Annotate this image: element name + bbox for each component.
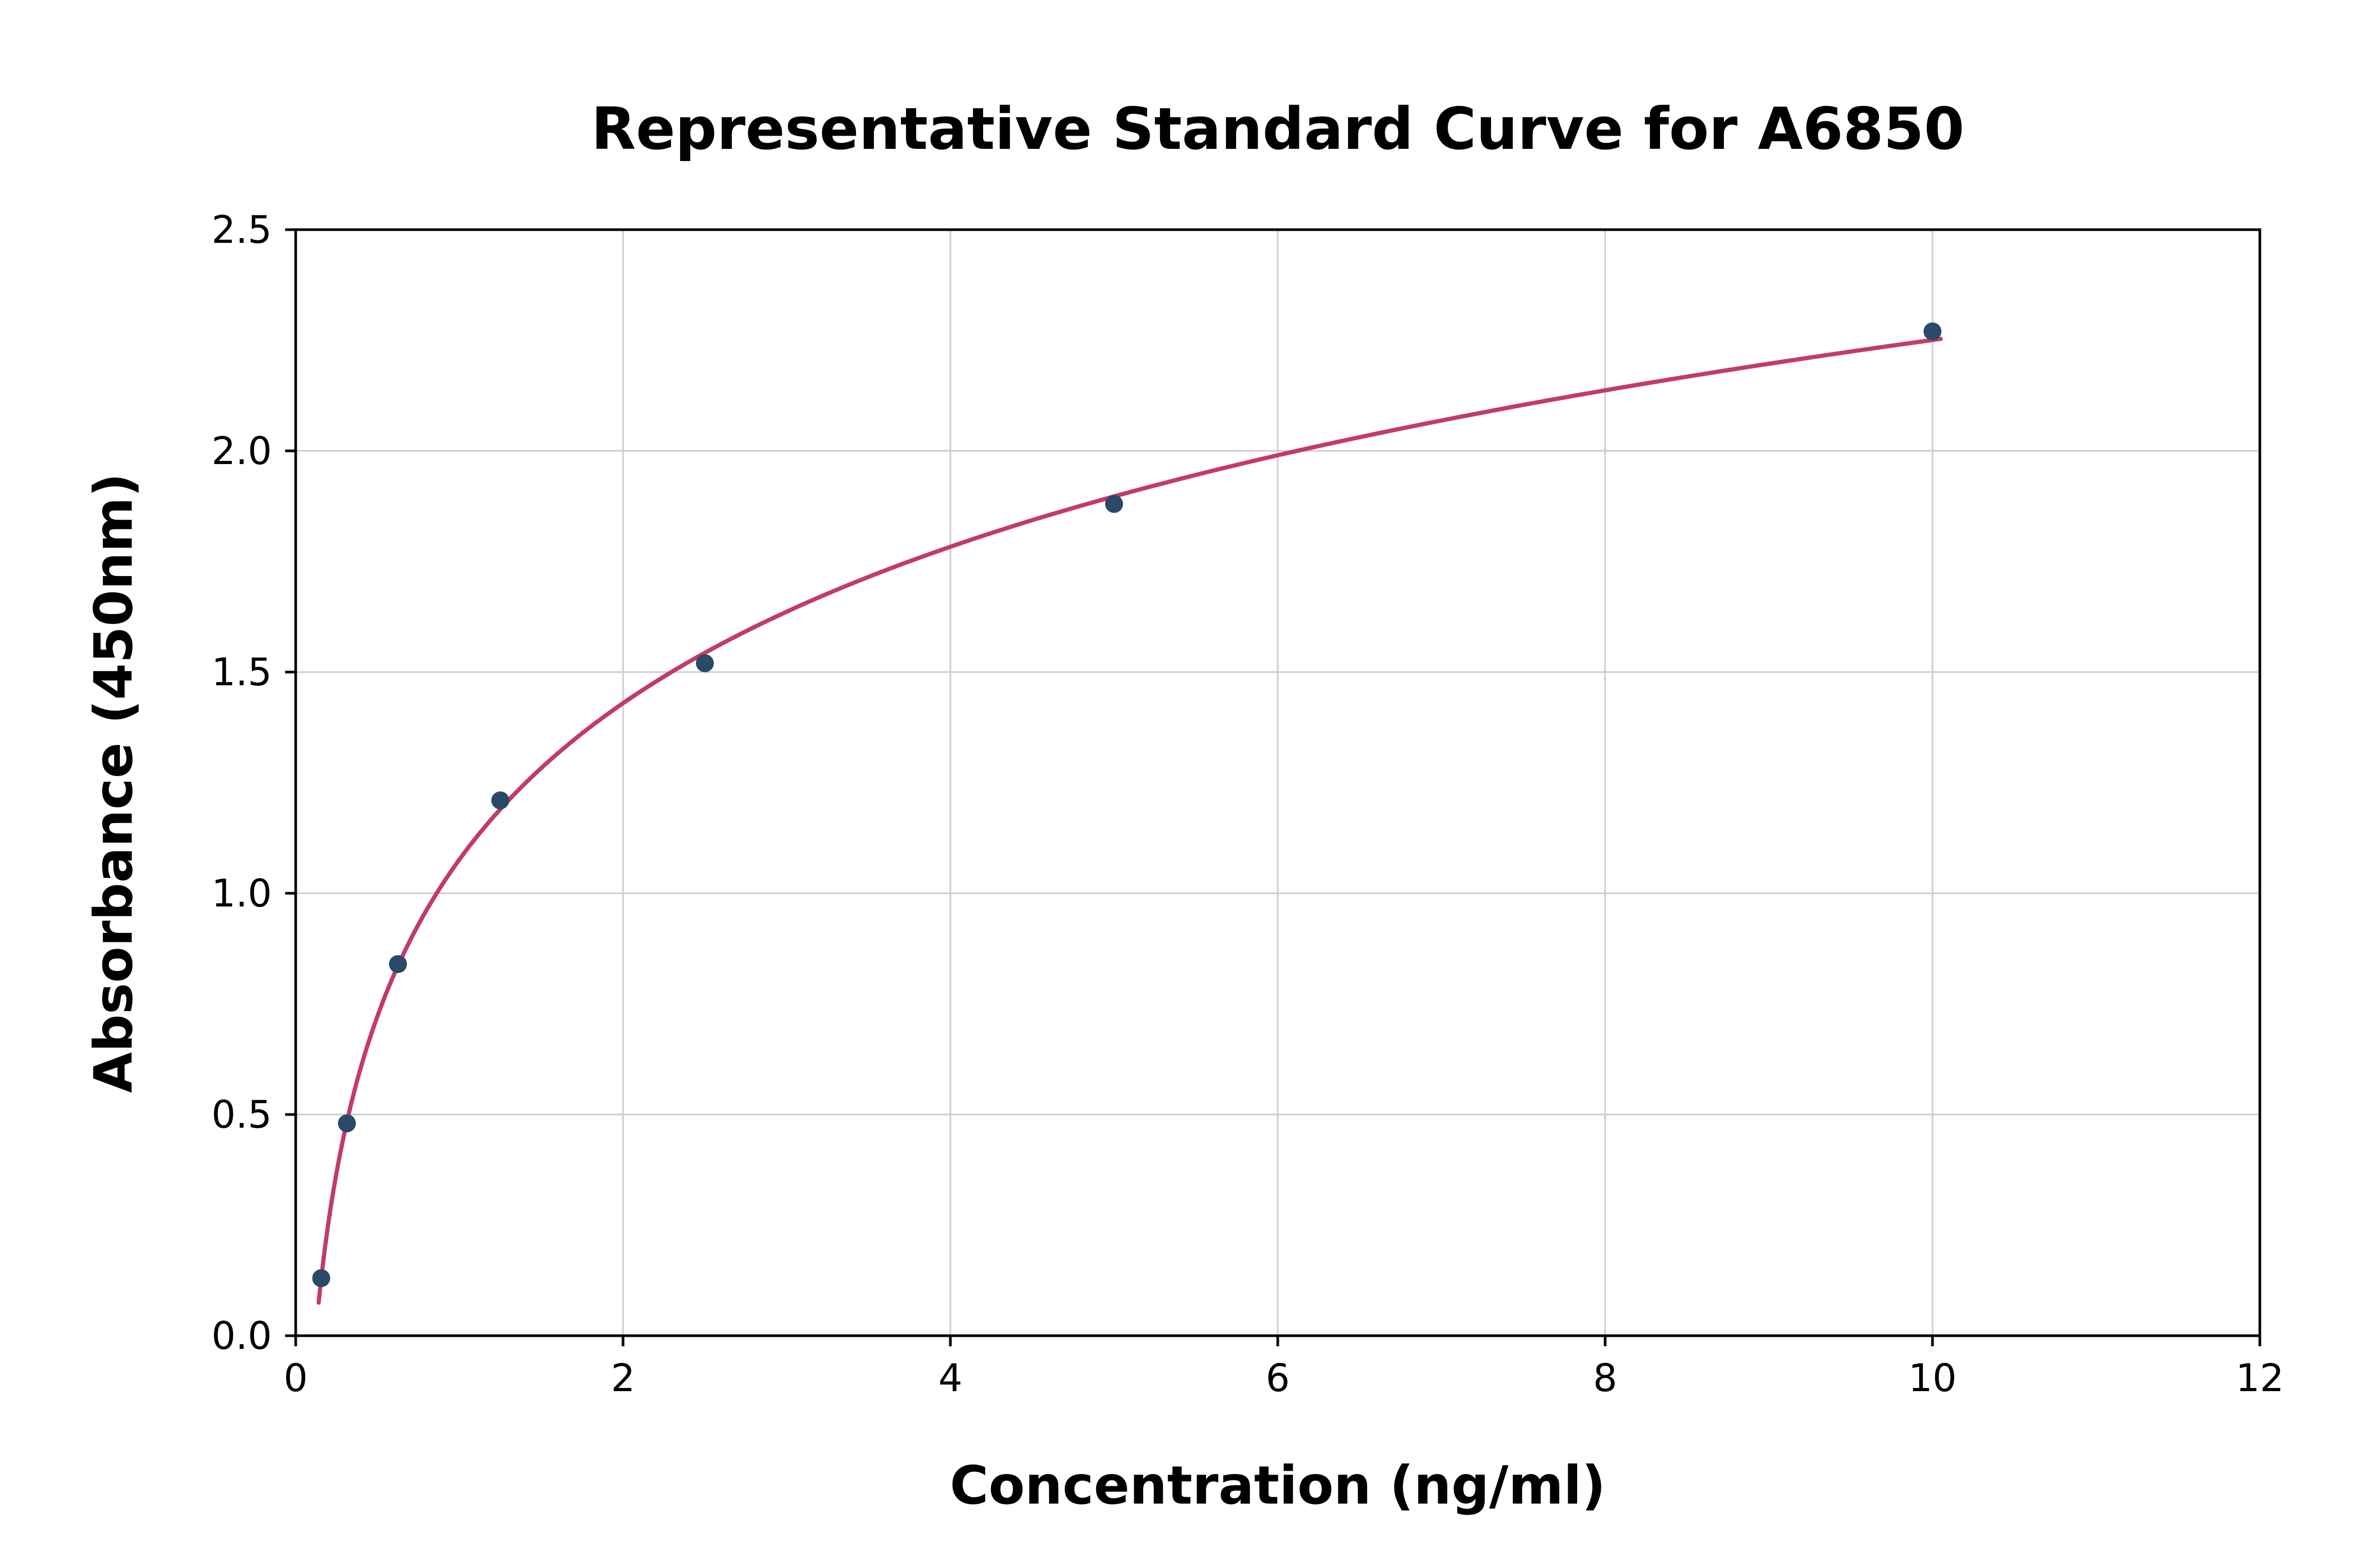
y-tick-label: 2.0: [211, 429, 272, 473]
data-point: [389, 955, 407, 974]
x-tick-label: 6: [1266, 1356, 1290, 1400]
y-tick-label: 1.5: [211, 650, 272, 694]
x-axis-title: Concentration (ng/ml): [949, 1454, 1606, 1516]
x-tick-label: 12: [2236, 1356, 2284, 1400]
x-tick-label: 8: [1593, 1356, 1617, 1400]
fit-curve: [316, 336, 1943, 1305]
x-tick-label: 0: [284, 1356, 308, 1400]
data-point: [312, 1269, 331, 1288]
y-tick-label: 1.0: [211, 871, 272, 915]
data-point: [338, 1114, 356, 1132]
y-tick-label: 2.5: [211, 207, 272, 252]
chart-title: Representative Standard Curve for A6850: [591, 95, 1965, 163]
data-point: [1924, 322, 1941, 341]
y-tick-label: 0.5: [211, 1092, 272, 1137]
data-point: [696, 654, 714, 673]
x-tick-label: 2: [611, 1356, 635, 1400]
data-point: [1105, 495, 1123, 513]
x-tick-label: 4: [938, 1356, 963, 1400]
x-tick-label: 10: [1908, 1356, 1957, 1400]
data-point: [491, 791, 510, 810]
y-tick-label: 0.0: [211, 1314, 272, 1358]
